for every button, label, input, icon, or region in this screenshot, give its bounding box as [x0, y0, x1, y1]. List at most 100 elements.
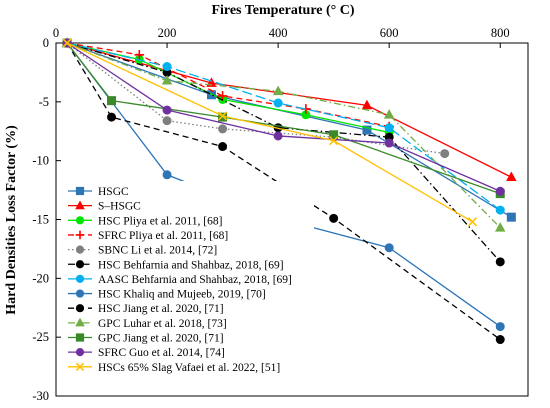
legend-label: GPC Luhar et al. 2018, [73] [98, 318, 227, 330]
legend-swatch-marker [75, 274, 85, 283]
data-point [107, 96, 117, 106]
data-point [162, 62, 172, 72]
y-tick-label: -10 [32, 154, 49, 168]
legend-box [64, 181, 314, 378]
legend-item: SFRC Guo et al. 2014, [74] [68, 347, 225, 359]
data-point [383, 109, 395, 119]
series-line [66, 42, 445, 155]
data-point [495, 257, 505, 267]
legend-label: SFRC Guo et al. 2014, [74] [98, 347, 225, 359]
series-line [66, 42, 501, 192]
legend-item: AASC Behfarnia and Shahbaz, 2018, [69] [68, 274, 292, 286]
legend-item: HSC Behfarnia and Shahbaz, 2018, [69] [68, 259, 284, 271]
series-line [66, 42, 501, 195]
data-point [384, 243, 394, 253]
data-point [218, 142, 228, 152]
data-point [273, 98, 283, 108]
y-tick-label: -15 [32, 213, 49, 227]
legend-label: SBNC Li et al. 2014, [72] [98, 245, 217, 257]
legend-label: GPC Jiang et al. 2020, [71] [98, 333, 224, 345]
legend-item: SFRC Pliya et al. 2011, [68] [68, 230, 228, 242]
data-point [329, 213, 339, 223]
legend-swatch-marker [75, 362, 85, 371]
legend-item: HSC Khaliq and Mujeeb, 2019, [70] [68, 289, 266, 301]
data-point [134, 49, 145, 60]
data-point [329, 136, 339, 146]
legend-swatch-marker [75, 304, 85, 313]
series-line [66, 42, 473, 223]
legend-label: HSC Pliya et al. 2011, [68] [98, 215, 222, 227]
data-point [440, 149, 450, 159]
data-point [272, 85, 284, 96]
x-axis-title: Fires Temperature (° C) [211, 3, 354, 18]
data-point [62, 38, 72, 48]
legend-swatch-marker [75, 333, 85, 342]
data-point [162, 105, 172, 115]
data-point [217, 91, 228, 101]
legend-swatch-marker [75, 260, 85, 269]
x-tick-label: 400 [269, 26, 288, 40]
data-point [467, 217, 478, 227]
series-11 [62, 38, 505, 199]
y-tick-label: -5 [39, 95, 49, 109]
data-point [506, 212, 516, 222]
legend-swatch-marker [75, 289, 85, 298]
legend-label: HSCs 65% Slag Vafaei et al. 2022, [51] [98, 362, 280, 374]
data-point [495, 205, 505, 215]
series-13 [62, 38, 478, 227]
legend-item: HSC Pliya et al. 2011, [68] [68, 215, 222, 227]
data-point [384, 123, 394, 133]
data-point [384, 138, 394, 148]
legend-label: SFRC Pliya et al. 2011, [68] [98, 230, 228, 242]
data-point [218, 124, 228, 134]
legend-item: GPC Luhar et al. 2018, [73] [68, 317, 227, 330]
legend-item: HSGC [68, 186, 129, 198]
series-2 [61, 37, 517, 182]
data-point [161, 75, 173, 85]
data-point [506, 171, 517, 182]
legend-swatch-marker [75, 186, 85, 196]
legend-label: S–HSGC [98, 201, 141, 213]
legend: HSGC S–HSGC HSC Pliya et al. 2011, [68] SFR… [64, 181, 314, 378]
data-point [362, 125, 372, 135]
y-tick-label: -25 [32, 330, 49, 344]
data-point [218, 111, 228, 121]
legend-label: HSC Behfarnia and Shahbaz, 2018, [69] [98, 259, 284, 271]
legend-label: HSGC [98, 186, 129, 198]
x-tick-label: 800 [491, 26, 510, 40]
legend-item: SBNC Li et al. 2014, [72] [68, 245, 217, 257]
legend-item: S–HSGC [68, 200, 141, 213]
series-line [66, 42, 512, 218]
legend-label: HSC Jiang et al. 2020, [71] [98, 303, 224, 315]
y-tick-label: 0 [43, 36, 49, 50]
legend-label: HSC Khaliq and Mujeeb, 2019, [70] [98, 289, 266, 301]
legend-swatch-marker [75, 216, 85, 225]
legend-swatch-marker [75, 230, 85, 240]
data-point [495, 322, 505, 332]
data-point [273, 131, 283, 141]
data-point [162, 116, 172, 126]
y-tick-label: -20 [32, 271, 49, 285]
legend-swatch-marker [75, 317, 85, 327]
data-point [495, 335, 505, 345]
axes: 0 200 400 600 800 0 -5 -10 -15 -20 -25 -30 [32, 26, 529, 403]
data-point [329, 130, 339, 140]
legend-item: HSCs 65% Slag Vafaei et al. 2022, [51] [68, 362, 280, 374]
legend-swatch-marker [75, 348, 85, 357]
x-tick-label: 0 [53, 26, 59, 40]
data-point [494, 222, 506, 232]
data-point [162, 170, 172, 180]
data-point [495, 186, 505, 196]
x-tick-label: 200 [158, 26, 177, 40]
legend-item: HSC Jiang et al. 2020, [71] [68, 303, 224, 315]
legend-label: AASC Behfarnia and Shahbaz, 2018, [69] [98, 274, 292, 286]
data-point [107, 112, 117, 122]
data-point [361, 99, 373, 110]
legend-item: GPC Jiang et al. 2020, [71] [68, 333, 224, 345]
x-tick-label: 600 [380, 26, 399, 40]
y-tick-label: -30 [32, 389, 49, 403]
legend-swatch-marker [75, 245, 85, 254]
legend-swatch-marker [75, 200, 85, 210]
